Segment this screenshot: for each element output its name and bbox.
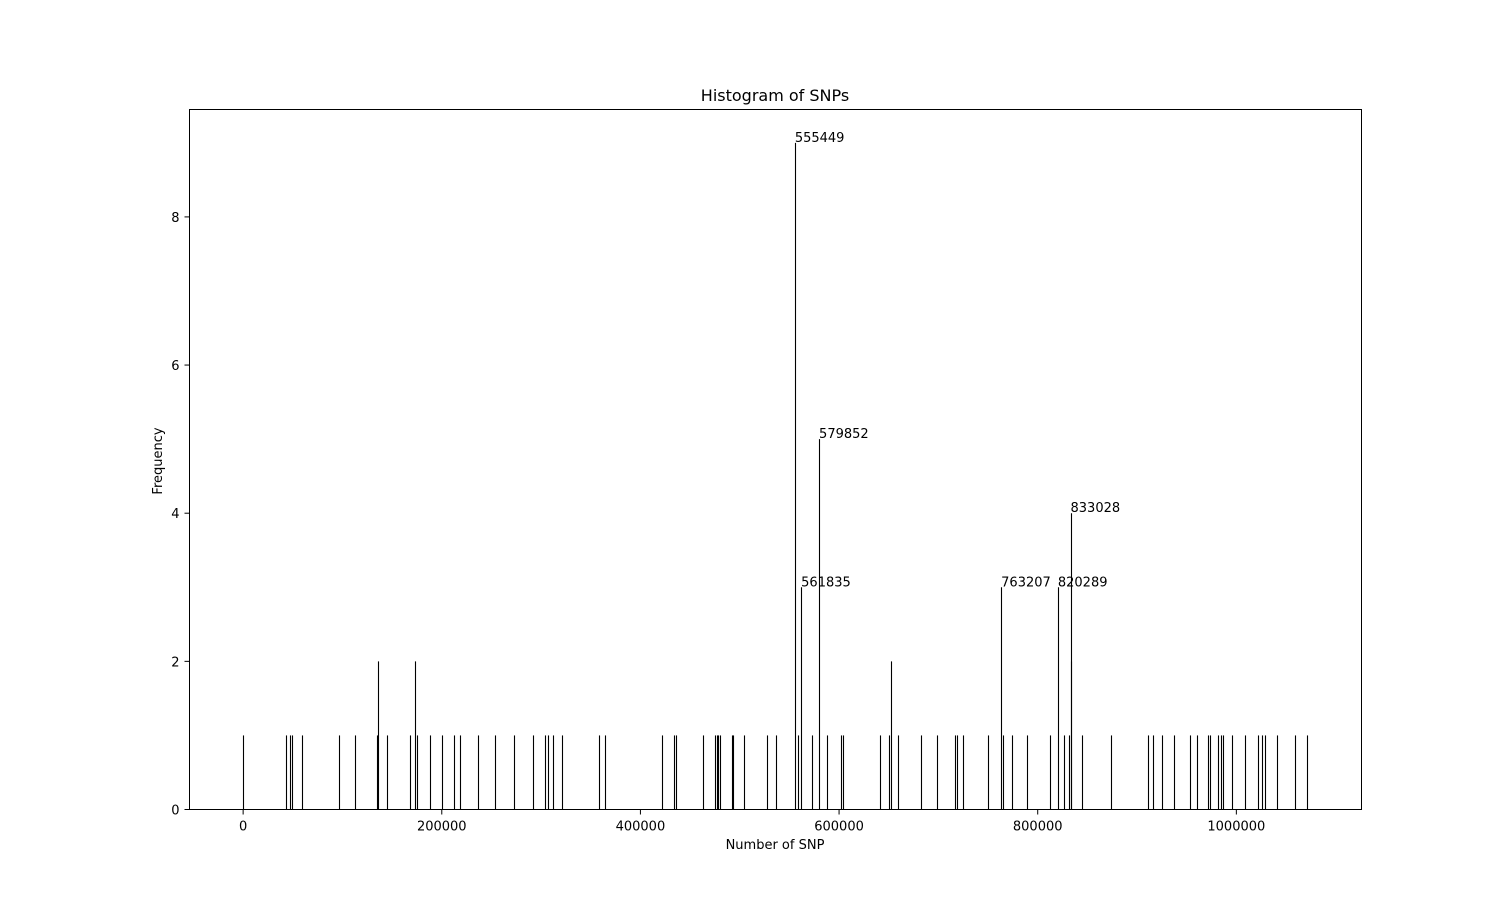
x-tick-label: 0 bbox=[239, 820, 247, 835]
y-tick-label: 8 bbox=[171, 211, 179, 226]
x-tick-label: 600000 bbox=[814, 820, 864, 835]
y-axis-ticks: 0 2 4 6 8 bbox=[171, 211, 190, 819]
annotations-group: 555449 561835 579852 763207 820289 833028 bbox=[795, 131, 1120, 590]
annotation-label: 555449 bbox=[795, 131, 845, 146]
annotation-label: 820289 bbox=[1058, 575, 1108, 590]
x-tick-label: 200000 bbox=[417, 820, 467, 835]
x-axis-ticks: 0 200000 400000 600000 800000 1000000 bbox=[239, 809, 1265, 835]
annotation-label: 561835 bbox=[801, 575, 851, 590]
annotation-label: 833028 bbox=[1071, 501, 1121, 516]
y-tick-label: 4 bbox=[171, 507, 179, 522]
y-axis-label: Frequency bbox=[151, 427, 166, 494]
x-tick-label: 400000 bbox=[616, 820, 666, 835]
y-tick-label: 2 bbox=[171, 655, 179, 670]
plot-frame bbox=[189, 109, 1362, 810]
chart-title: Histogram of SNPs bbox=[701, 86, 849, 105]
x-tick-label: 800000 bbox=[1013, 820, 1063, 835]
x-tick-label: 1000000 bbox=[1207, 820, 1265, 835]
annotation-label: 763207 bbox=[1001, 575, 1051, 590]
x-axis-label: Number of SNP bbox=[726, 838, 825, 853]
y-tick-label: 6 bbox=[171, 359, 179, 374]
annotation-label: 579852 bbox=[819, 427, 869, 442]
bars-group bbox=[242, 142, 1309, 810]
y-tick-label: 0 bbox=[171, 804, 179, 819]
